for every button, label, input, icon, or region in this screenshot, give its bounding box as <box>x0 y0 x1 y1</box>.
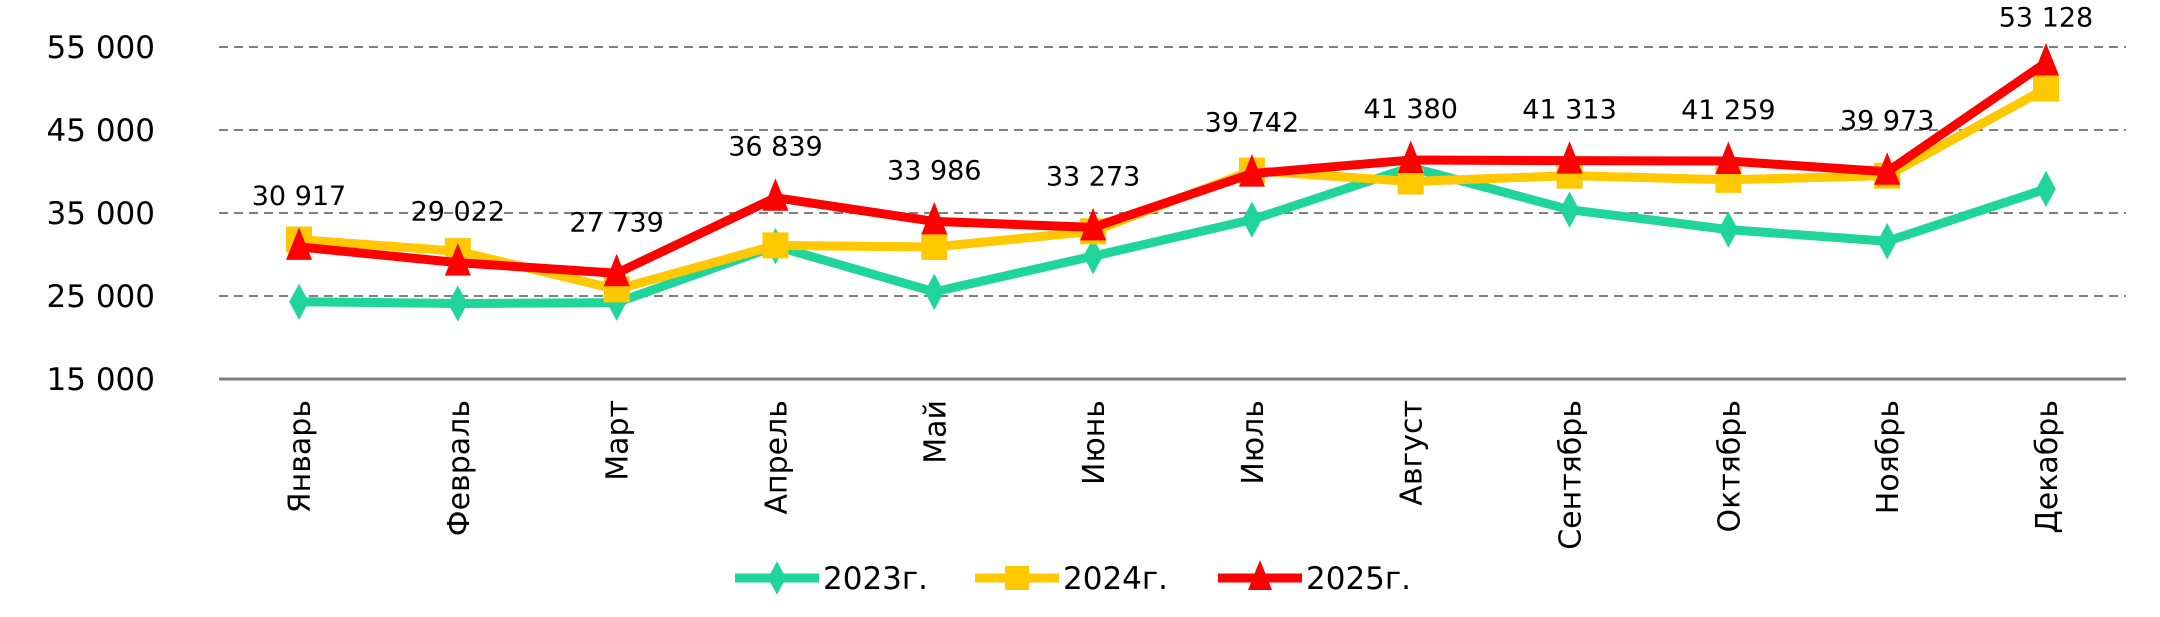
data-label: 53 128 <box>1999 3 2093 34</box>
triangle-marker <box>1080 207 1107 241</box>
diamond-marker <box>448 285 468 322</box>
diamond-marker <box>1718 211 1739 248</box>
legend-label: 2023г. <box>823 561 928 597</box>
data-label: 36 839 <box>728 132 822 163</box>
triangle-marker <box>603 253 630 287</box>
gridlines <box>219 46 2126 381</box>
legend-item: 2025г. <box>1218 560 1411 597</box>
triangle-marker <box>1715 141 1742 175</box>
legend-label: 2024г. <box>1063 561 1168 597</box>
legend: 2023г. 2024г. 2025г. <box>735 560 1411 597</box>
x-tick-label: Июнь <box>1077 400 1112 485</box>
x-tick-label: Май <box>918 400 953 464</box>
square-marker <box>921 234 948 261</box>
x-tick-label: Декабрь <box>2030 400 2065 534</box>
legend-item: 2023г. <box>735 561 928 597</box>
x-tick-label: Апрель <box>759 400 794 515</box>
series-2025г. <box>286 43 2059 287</box>
series-line <box>298 58 2049 278</box>
triangle-marker <box>1248 560 1272 590</box>
data-label: 33 273 <box>1046 161 1140 192</box>
triangle-marker <box>1874 152 1901 185</box>
series-layer <box>286 43 2059 322</box>
x-tick-label: Август <box>1395 400 1430 506</box>
series-line <box>298 84 2049 294</box>
data-label: 29 022 <box>411 197 505 228</box>
data-labels: 30 917 29 022 27 739 36 839 33 986 33 273 39 7… <box>252 3 2093 239</box>
x-axis-ticks: Январь Февраль Март Апрель Май Июнь Июль Август… <box>283 400 2065 550</box>
triangle-marker <box>921 201 948 235</box>
square-marker <box>1005 566 1029 590</box>
y-tick-label: 45 000 <box>47 113 155 149</box>
series-line <box>298 162 2048 308</box>
diamond-marker <box>289 283 309 321</box>
triangle-marker <box>2033 43 2059 76</box>
y-axis-ticks: 15 000 25 000 35 000 45 000 55 000 <box>47 30 155 398</box>
legend-label: 2025г. <box>1306 561 1411 597</box>
triangle-marker <box>286 227 312 260</box>
triangle-marker <box>1556 141 1583 174</box>
y-tick-label: 55 000 <box>47 30 155 66</box>
data-label: 41 259 <box>1681 95 1775 126</box>
data-label: 33 986 <box>887 155 981 186</box>
diamond-marker <box>1559 191 1580 228</box>
y-tick-label: 15 000 <box>47 362 155 398</box>
x-tick-label: Июль <box>1236 400 1271 485</box>
triangle-marker <box>444 243 471 276</box>
diamond-marker <box>1242 201 1262 238</box>
diamond-marker <box>768 561 786 595</box>
data-label: 39 742 <box>1205 108 1299 139</box>
x-tick-label: Март <box>601 400 636 481</box>
triangle-marker <box>762 178 789 211</box>
diamond-marker <box>2036 170 2056 208</box>
x-tick-label: Октябрь <box>1712 400 1747 532</box>
data-label: 41 380 <box>1363 94 1457 125</box>
x-tick-label: Январь <box>283 400 318 513</box>
diamond-marker <box>1083 237 1103 275</box>
legend-item: 2024г. <box>975 561 1168 597</box>
data-label: 30 917 <box>252 181 346 212</box>
x-tick-label: Февраль <box>442 400 477 536</box>
diamond-marker <box>924 273 945 311</box>
data-label: 41 313 <box>1522 95 1616 126</box>
data-label: 27 739 <box>569 207 663 238</box>
diamond-marker <box>1877 223 1897 260</box>
triangle-marker <box>1238 154 1265 187</box>
data-label: 39 973 <box>1840 106 1934 137</box>
y-tick-label: 35 000 <box>47 196 155 232</box>
square-marker <box>2033 75 2059 102</box>
y-tick-label: 25 000 <box>47 279 155 315</box>
square-marker <box>762 232 789 259</box>
x-tick-label: Ноябрь <box>1871 400 1906 514</box>
triangle-marker <box>1397 140 1424 174</box>
x-tick-label: Сентябрь <box>1554 400 1589 550</box>
